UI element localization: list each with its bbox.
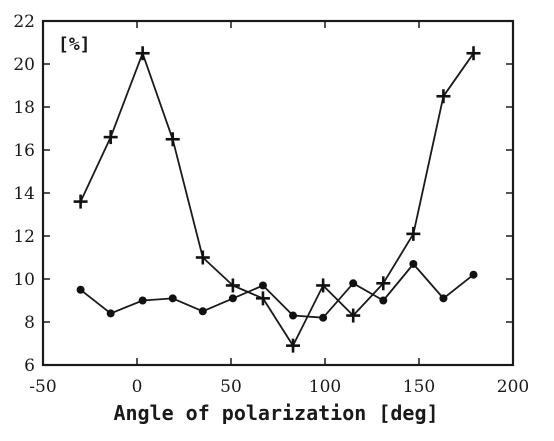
x-tick-label: 150 <box>403 377 435 397</box>
circle-point <box>138 296 147 305</box>
y-tick-label: 8 <box>24 313 35 333</box>
plus-point <box>165 132 180 147</box>
series-line <box>80 263 475 319</box>
ticks-layer: -50 0 50 100 150 200 6 8 10 12 14 16 18 20 22 <box>13 12 529 397</box>
x-tick-label: 200 <box>497 377 529 397</box>
circle-point <box>198 307 207 316</box>
series-line <box>79 52 475 347</box>
y-tick-label: 14 <box>13 184 35 204</box>
circle-point <box>409 259 418 268</box>
x-tick-label: 100 <box>309 377 341 397</box>
plus-point <box>135 46 150 61</box>
series-layer <box>73 46 481 353</box>
plus-point <box>225 278 240 293</box>
y-tick-label: 20 <box>13 55 35 75</box>
y-axis-unit-label: [%] <box>58 34 91 55</box>
circle-point <box>469 270 478 279</box>
x-tick-label: 0 <box>132 377 143 397</box>
y-tick-label: 16 <box>13 141 35 161</box>
circle-point <box>319 313 328 322</box>
circle-point <box>289 311 298 320</box>
circle-point <box>258 281 267 290</box>
plot-frame <box>41 19 515 367</box>
plus-point <box>286 338 301 353</box>
plus-point <box>316 278 331 293</box>
y-tick-label: 10 <box>13 270 35 290</box>
circle-point <box>106 309 115 318</box>
plus-point <box>103 130 118 145</box>
series-plus <box>73 46 481 353</box>
y-tick-label: 18 <box>13 98 35 118</box>
x-axis-title: Angle of polarization [deg] <box>113 401 438 425</box>
circle-point <box>228 294 237 303</box>
circle-point <box>168 294 177 303</box>
y-tick-label: 12 <box>13 227 35 247</box>
x-tick-label: 50 <box>220 377 242 397</box>
circle-point <box>349 279 358 288</box>
x-tick-label: -50 <box>29 377 56 397</box>
circle-point <box>379 296 388 305</box>
plus-point <box>466 46 481 61</box>
plus-point <box>73 194 88 209</box>
plus-point <box>255 291 270 306</box>
series-circle <box>76 259 478 322</box>
plus-point <box>376 276 391 291</box>
circle-point <box>439 294 448 303</box>
circle-point <box>76 285 85 294</box>
plus-point <box>436 89 451 104</box>
plus-point <box>195 250 210 265</box>
y-tick-label: 6 <box>24 356 35 376</box>
plus-point <box>406 226 421 241</box>
plus-point <box>346 308 361 323</box>
y-tick-label: 22 <box>13 12 35 32</box>
